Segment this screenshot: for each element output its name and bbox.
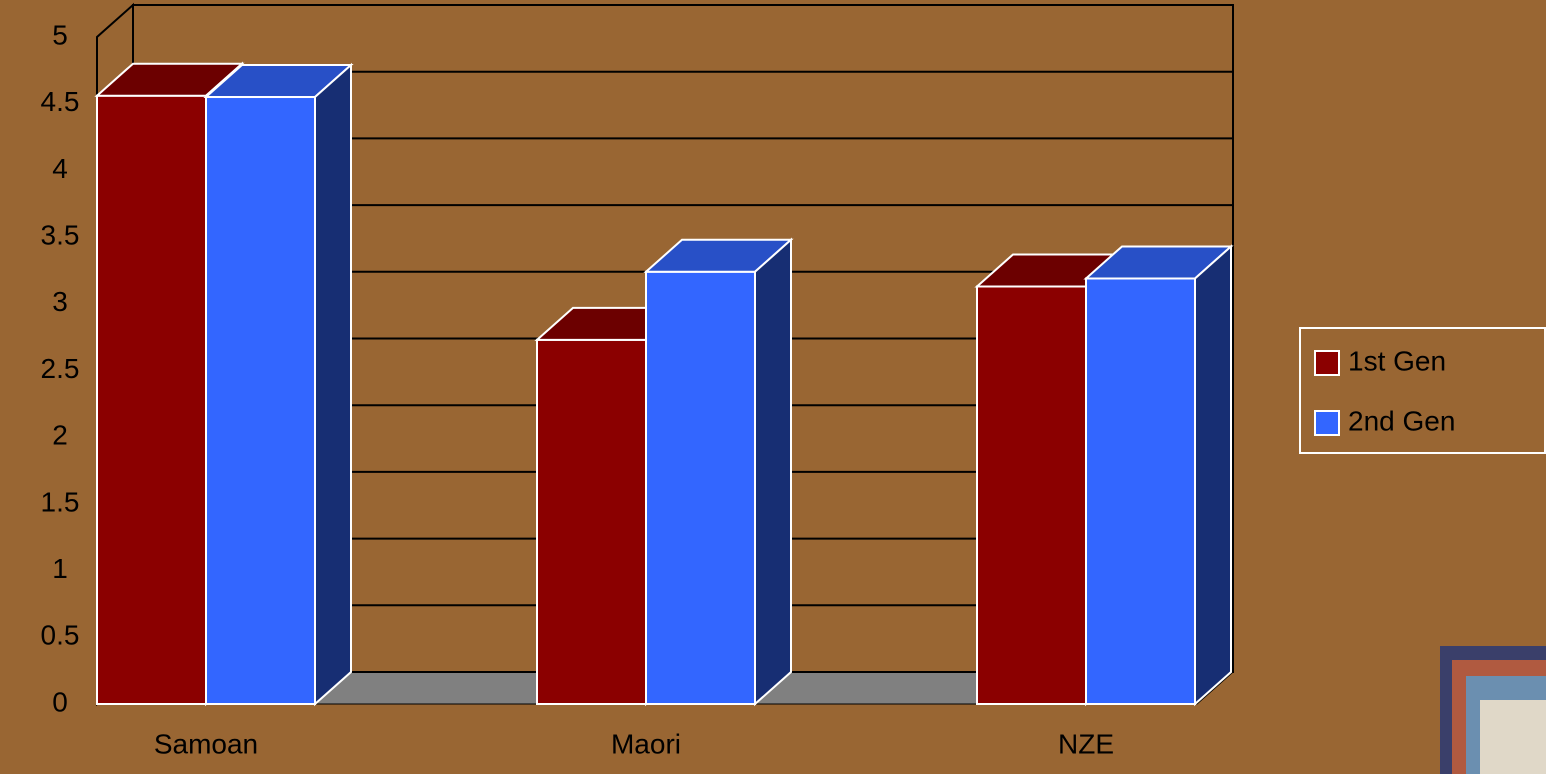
bar	[1083, 244, 1234, 707]
bar-front	[536, 338, 647, 705]
y-tick-label: 2	[52, 420, 68, 451]
legend-box	[1299, 327, 1546, 454]
bar-side	[314, 62, 352, 707]
decorative-image	[1440, 646, 1546, 774]
bar-front	[205, 96, 316, 705]
y-tick-label: 3.5	[41, 219, 80, 250]
y-tick-label: 1.5	[41, 486, 80, 517]
y-tick-label: 2.5	[41, 353, 80, 384]
legend-label: 2nd Gen	[1348, 405, 1455, 436]
bar-front	[96, 94, 207, 706]
y-tick-label: 4.5	[41, 86, 80, 117]
bar-side	[1194, 244, 1232, 707]
x-tick-label: Samoan	[154, 728, 258, 759]
y-tick-label: 1	[52, 553, 68, 584]
y-tick-label: 0	[52, 686, 68, 717]
bar-front	[1085, 277, 1196, 705]
legend-swatch	[1314, 350, 1340, 376]
x-tick-label: Maori	[611, 728, 681, 759]
bar	[643, 237, 794, 707]
y-tick-label: 4	[52, 153, 68, 184]
bar	[203, 62, 354, 707]
bar-front	[976, 285, 1087, 705]
legend-swatch	[1314, 410, 1340, 436]
y-tick-label: 5	[52, 19, 68, 50]
x-tick-label: NZE	[1058, 728, 1114, 759]
y-tick-label: 0.5	[41, 620, 80, 651]
bar-side	[754, 237, 792, 707]
y-tick-label: 3	[52, 286, 68, 317]
bar-front	[645, 270, 756, 705]
legend-label: 1st Gen	[1348, 345, 1446, 376]
